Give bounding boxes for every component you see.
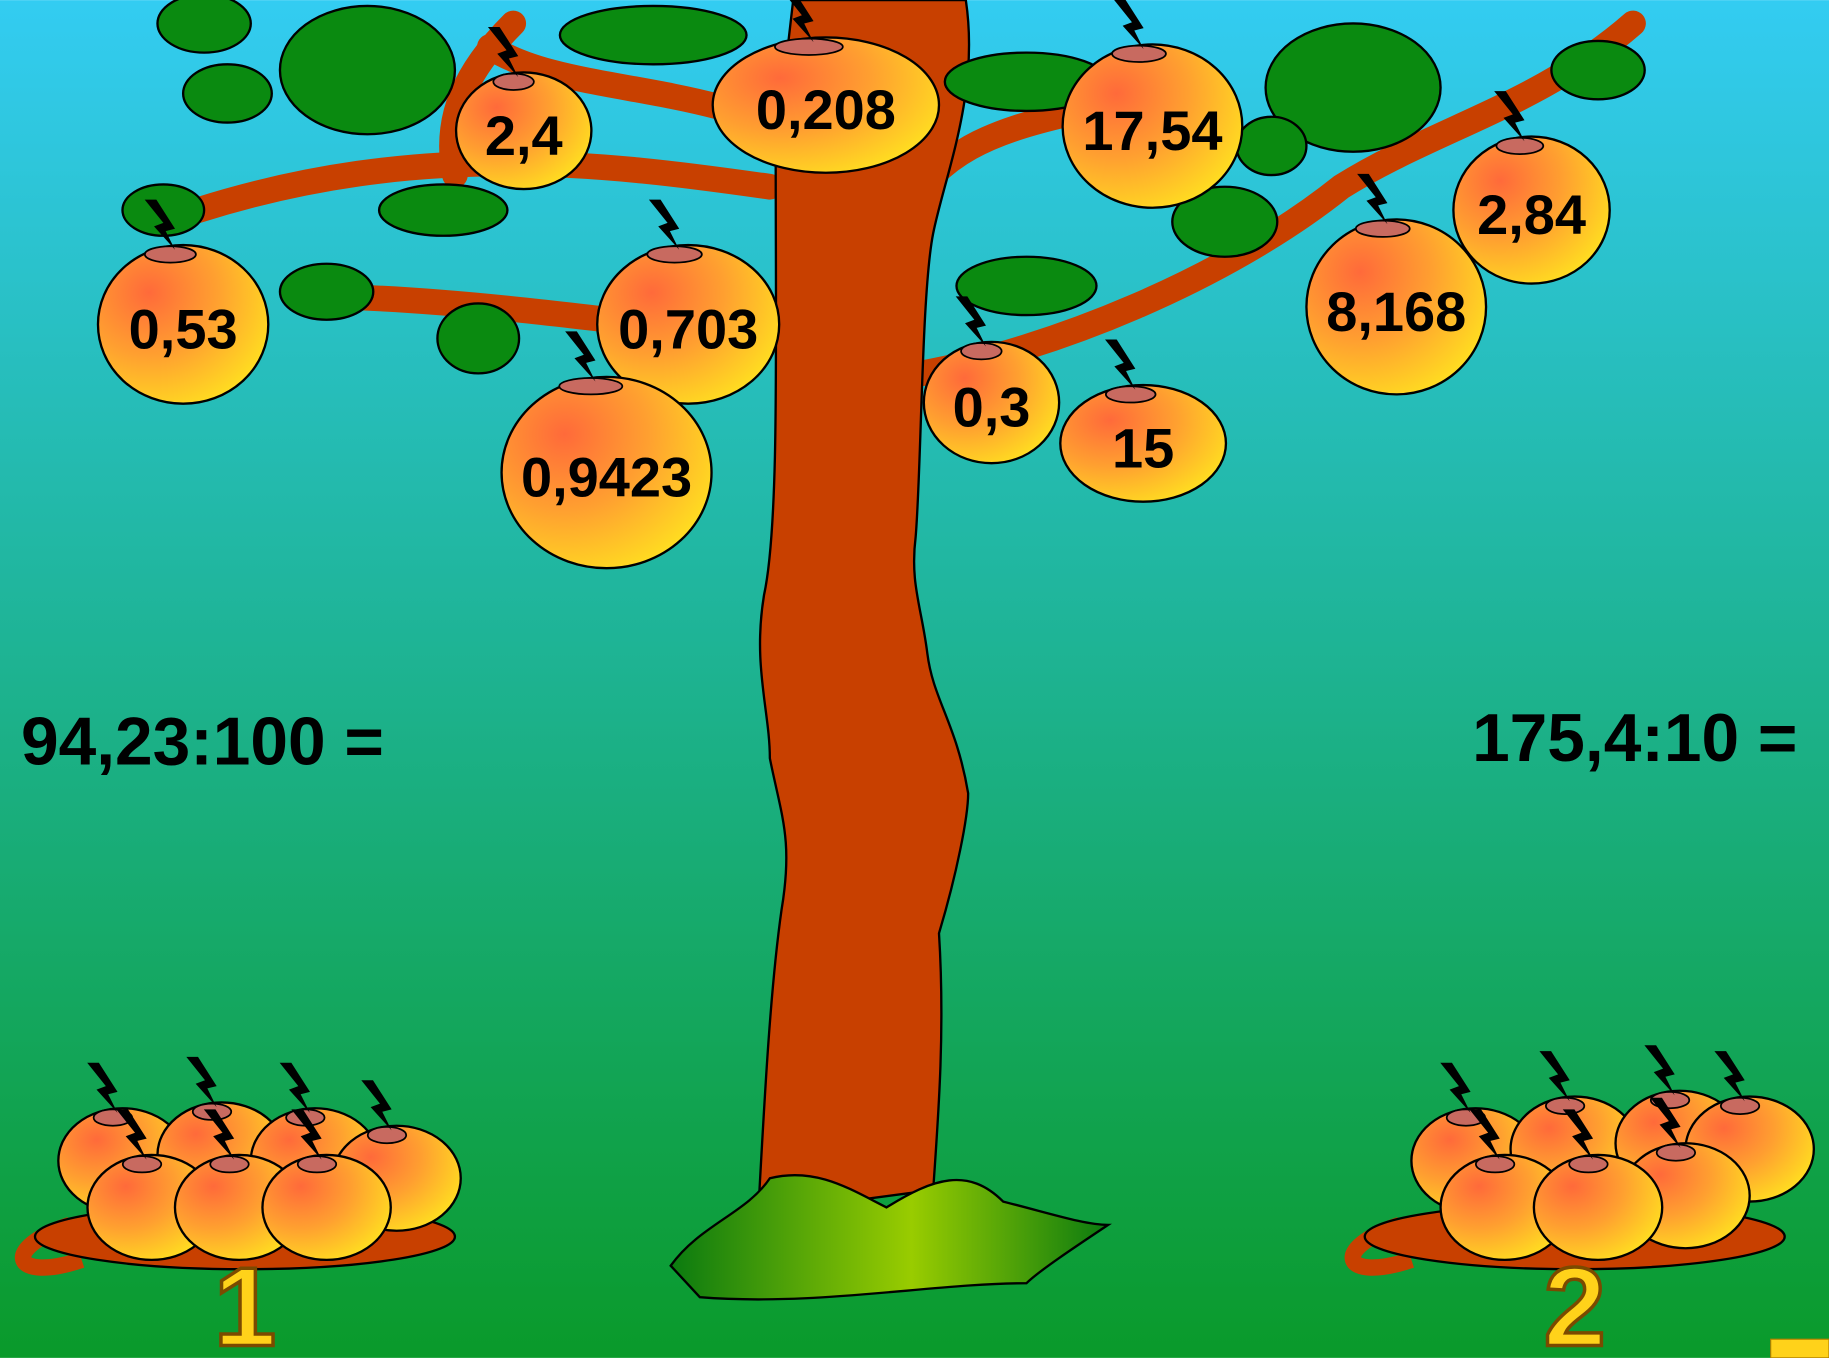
- apple-label: 0,3: [953, 376, 1031, 439]
- apple-label: 0,9423: [521, 446, 692, 509]
- apple-top: [493, 74, 534, 90]
- basket-label: 2: [1544, 1244, 1606, 1358]
- apple-label: 8,168: [1326, 280, 1466, 343]
- apple-top: [210, 1156, 248, 1172]
- apple-top: [298, 1156, 336, 1172]
- leaf: [157, 0, 250, 53]
- apple-label: 2,84: [1477, 183, 1586, 246]
- apple-top: [1356, 221, 1410, 237]
- apple-top: [123, 1156, 161, 1172]
- apple-top: [1112, 46, 1166, 62]
- apple-top: [559, 378, 622, 394]
- apple-top: [368, 1127, 406, 1143]
- leaf: [560, 6, 747, 64]
- leaf: [183, 64, 272, 122]
- basket-label: 1: [214, 1244, 276, 1358]
- equation-left: 94,23:100 =: [21, 705, 384, 780]
- leaf: [1551, 41, 1644, 99]
- leaf: [956, 257, 1096, 315]
- apple-top: [1721, 1098, 1759, 1114]
- game-scene: 0,53 2,4 0,208 17,54 2,84 0,703 0,9423 0,3 15 8,1…: [0, 0, 1829, 1358]
- apple-top: [647, 246, 702, 262]
- apple-label: 2,4: [485, 104, 563, 167]
- apple-top: [1657, 1144, 1695, 1160]
- apple-top: [1106, 386, 1156, 402]
- equation-right: 175,4:10 =: [1472, 701, 1797, 776]
- apple-top: [775, 39, 843, 55]
- leaf: [280, 264, 373, 320]
- leaf: [437, 303, 519, 373]
- apple-label: 0,703: [618, 298, 758, 361]
- leaf: [379, 184, 507, 235]
- apple-label: 17,54: [1082, 99, 1222, 162]
- page: 0,53 2,4 0,208 17,54 2,84 0,703 0,9423 0,3 15 8,1…: [0, 0, 1829, 1358]
- apple-label: 15: [1112, 416, 1174, 479]
- apple-top: [145, 246, 196, 262]
- leaf: [1236, 117, 1306, 175]
- apple-label: 0,208: [756, 78, 896, 141]
- leaf: [280, 6, 455, 134]
- next-button[interactable]: [1771, 1339, 1829, 1358]
- apple-top: [1476, 1156, 1514, 1172]
- apple-top: [961, 343, 1002, 359]
- apple-label: 0,53: [129, 298, 238, 361]
- apple-top: [1569, 1156, 1607, 1172]
- apple-top: [1496, 138, 1543, 154]
